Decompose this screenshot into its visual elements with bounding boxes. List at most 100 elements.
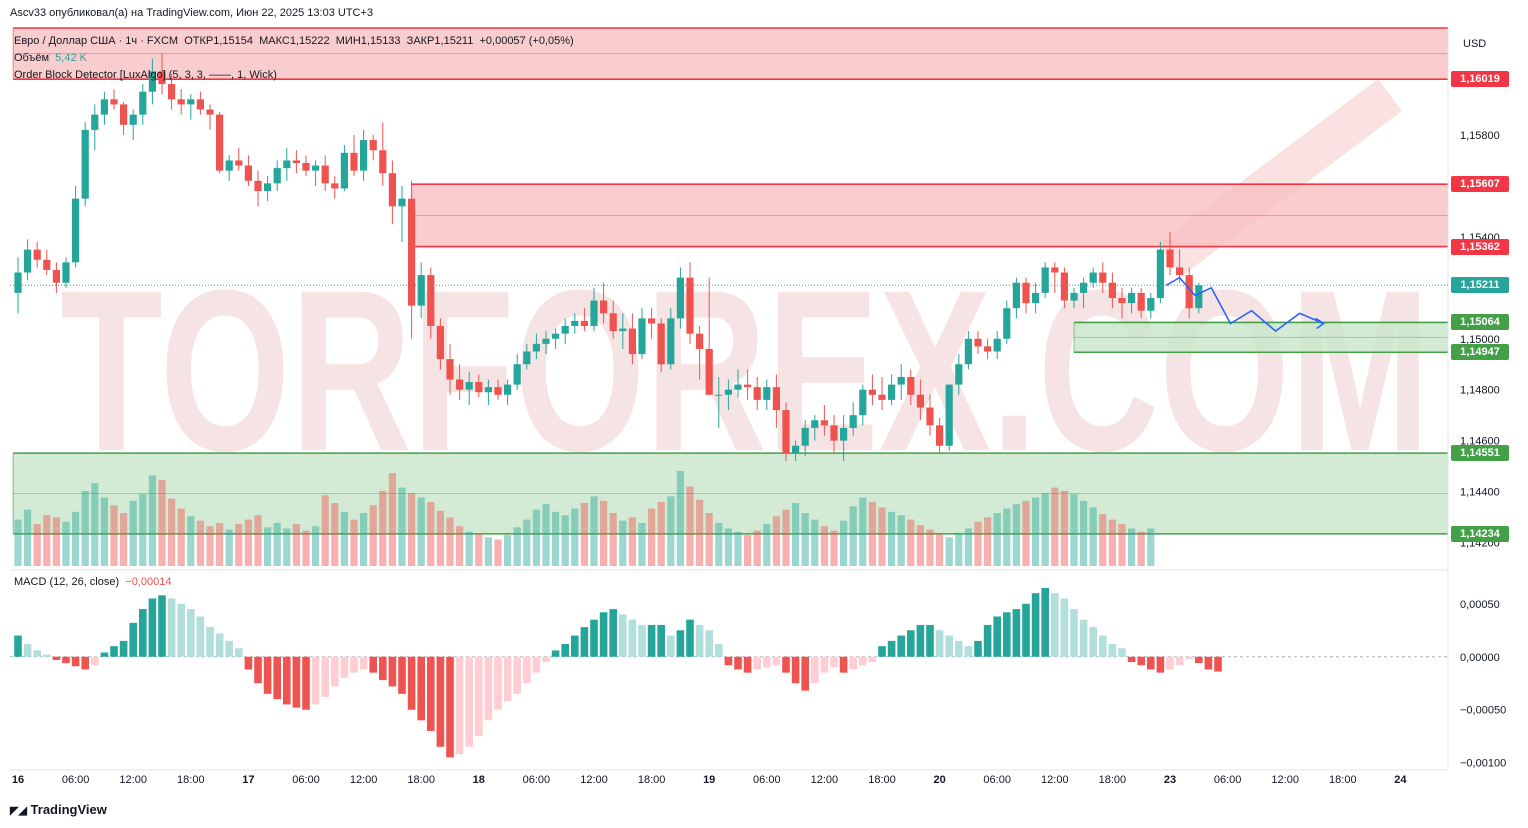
candle[interactable] [1108,272,1116,309]
candle[interactable] [1156,241,1164,304]
price-badge[interactable]: 1,16019 [1451,71,1509,88]
candle[interactable] [1166,231,1174,276]
candle[interactable] [331,175,339,199]
candle[interactable] [33,241,41,268]
candle[interactable] [436,318,444,370]
candle[interactable] [609,300,617,339]
candle[interactable] [772,374,780,428]
candle[interactable] [628,313,636,365]
candle[interactable] [974,331,982,355]
candle[interactable] [820,404,828,436]
candle[interactable] [312,160,320,186]
candle[interactable] [148,58,156,105]
price-badge[interactable]: 1,15211 [1451,277,1509,293]
candle[interactable] [81,122,89,207]
candle[interactable] [465,371,473,405]
candle[interactable] [859,384,867,426]
symbol-legend[interactable]: Евро / Доллар США · 1ч · FXCM ОТКР1,1515… [14,35,574,47]
candle[interactable] [561,318,569,344]
candle[interactable] [801,420,809,456]
candle[interactable] [52,262,60,293]
candle[interactable] [600,282,608,324]
candle[interactable] [225,155,233,181]
candle[interactable] [427,267,435,339]
candle[interactable] [379,122,387,186]
candle[interactable] [283,147,291,181]
candle[interactable] [360,129,368,181]
candle[interactable] [206,104,214,130]
candle[interactable] [177,89,185,115]
candle[interactable] [676,267,684,329]
candle[interactable] [907,369,915,405]
price-badge[interactable]: 1,14234 [1451,525,1509,542]
candle[interactable] [571,313,579,334]
candle[interactable] [993,331,1001,360]
candle[interactable] [542,331,550,355]
candle[interactable] [196,91,204,115]
candle[interactable] [840,415,848,462]
candle[interactable] [984,338,992,360]
candle[interactable] [408,180,416,339]
candle[interactable] [811,415,819,441]
candle[interactable] [849,402,857,436]
candle[interactable] [926,394,934,436]
candle[interactable] [244,155,252,186]
candle[interactable] [1041,262,1049,298]
price-badge[interactable]: 1,15064 [1451,314,1509,331]
candle[interactable] [158,53,166,95]
candle[interactable] [72,185,80,268]
candle[interactable] [686,262,694,344]
candle[interactable] [494,379,502,400]
candle[interactable] [744,369,752,400]
volume-legend[interactable]: Объём 5,42 K [14,52,87,64]
candle[interactable] [782,402,790,462]
candle[interactable] [753,376,761,411]
candle[interactable] [24,239,32,281]
candle[interactable] [62,257,70,288]
candle[interactable] [1032,282,1040,314]
price-badge[interactable]: 1,15362 [1451,238,1509,255]
candle[interactable] [1137,287,1145,319]
candle[interactable] [532,333,540,360]
candle[interactable] [734,369,742,398]
candle[interactable] [350,134,358,176]
candle[interactable] [1003,300,1011,344]
candle[interactable] [91,104,99,151]
candle[interactable] [552,328,560,349]
candle[interactable] [1185,267,1193,319]
candle[interactable] [724,379,732,411]
candle[interactable] [168,73,176,110]
candle[interactable] [187,94,195,120]
indicator-legend[interactable]: Order Block Detector [LuxAlgo] (5, 3, 3,… [14,69,277,81]
candle[interactable] [1060,267,1068,309]
candle[interactable] [955,354,963,395]
candle[interactable] [504,379,512,405]
candle[interactable] [878,376,886,411]
candle[interactable] [1118,287,1126,319]
candle[interactable] [369,134,377,161]
price-badge[interactable]: 1,14551 [1451,445,1509,462]
candle[interactable] [868,374,876,405]
candle[interactable] [216,112,224,174]
candle[interactable] [139,84,147,125]
candle[interactable] [321,155,329,192]
tradingview-logo[interactable]: ◤◢ TradingView [10,802,107,817]
symbol-name[interactable]: Евро / Доллар США · 1ч · FXCM [14,35,179,47]
candle[interactable] [120,101,128,135]
candle[interactable] [1080,277,1088,309]
candle[interactable] [715,376,723,428]
candle[interactable] [273,160,281,192]
candle[interactable] [1128,287,1136,314]
candle[interactable] [340,145,348,192]
candle[interactable] [388,160,396,225]
candle[interactable] [484,379,492,405]
candle[interactable] [446,343,454,395]
candle[interactable] [398,185,406,242]
candle[interactable] [264,175,272,202]
candle[interactable] [830,415,838,454]
candle[interactable] [1022,277,1030,314]
candle[interactable] [1099,262,1107,293]
candle[interactable] [110,89,118,110]
candle[interactable] [657,318,665,372]
